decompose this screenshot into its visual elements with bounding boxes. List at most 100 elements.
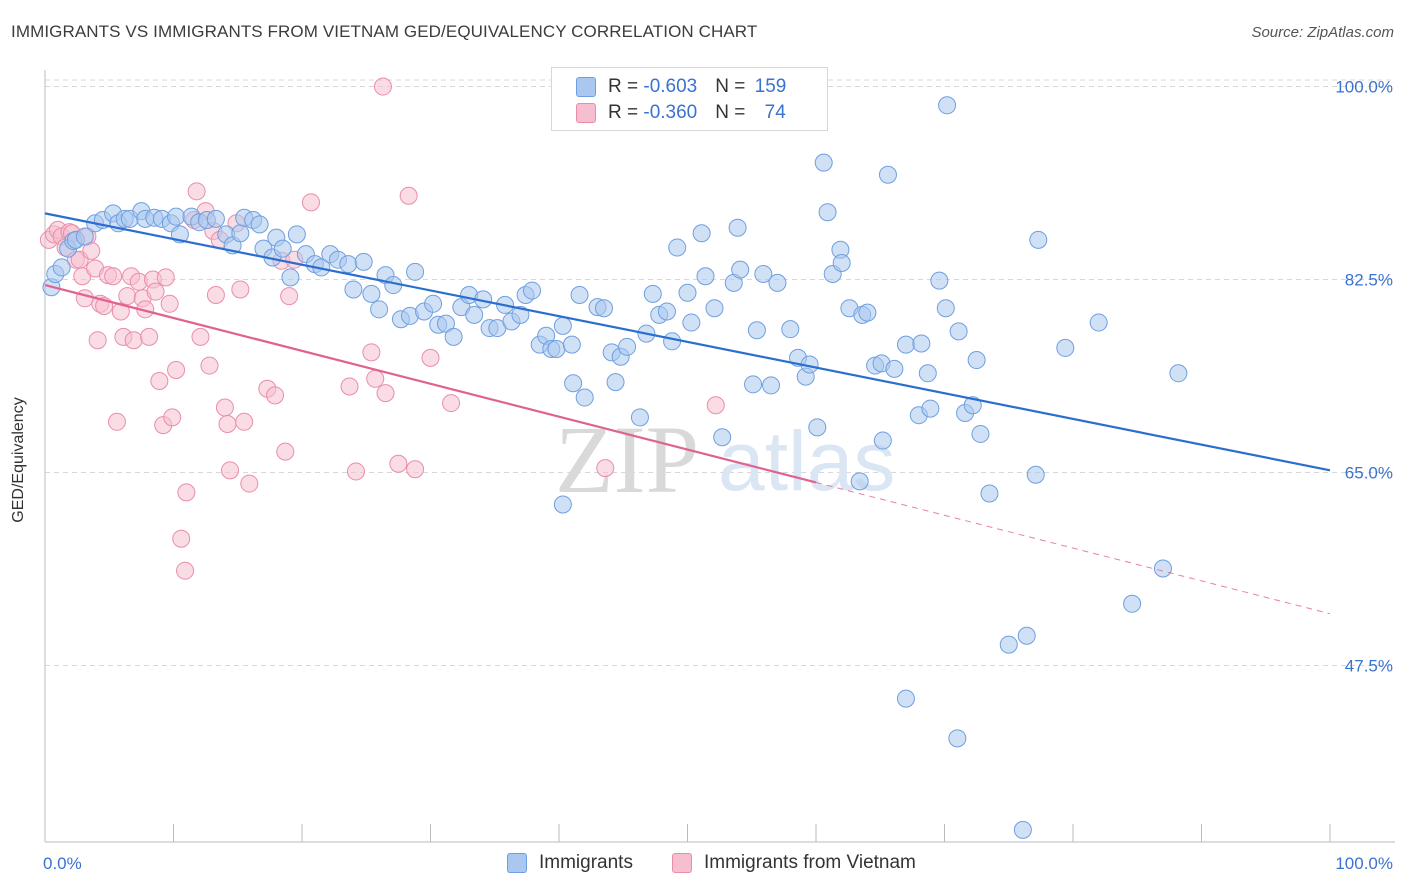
legend-swatch-vietnam bbox=[576, 103, 596, 123]
point-vietnam bbox=[187, 182, 206, 201]
y-tick-label: 100.0% bbox=[1335, 78, 1393, 97]
point-immigrants bbox=[948, 729, 967, 748]
legend-n-label: N = bbox=[715, 102, 751, 123]
point-immigrants bbox=[921, 399, 940, 418]
point-vietnam bbox=[706, 396, 725, 415]
point-immigrants bbox=[963, 396, 982, 415]
point-immigrants bbox=[362, 284, 381, 303]
point-immigrants bbox=[918, 364, 937, 383]
point-immigrants bbox=[523, 281, 542, 300]
point-immigrants bbox=[728, 218, 747, 237]
point-immigrants bbox=[754, 265, 773, 284]
point-immigrants bbox=[705, 299, 724, 318]
point-immigrants bbox=[1089, 313, 1108, 332]
point-vietnam bbox=[107, 412, 126, 431]
y-tick-label: 65.0% bbox=[1345, 464, 1393, 483]
point-vietnam bbox=[266, 386, 285, 405]
point-immigrants bbox=[657, 302, 676, 321]
point-immigrants bbox=[52, 258, 71, 277]
point-vietnam bbox=[346, 462, 365, 481]
point-immigrants bbox=[980, 484, 999, 503]
legend-row-immigrants: R = -0.603 N = 159 bbox=[576, 74, 786, 100]
point-vietnam bbox=[104, 267, 123, 286]
correlation-legend: R = -0.603 N = 159 R = -0.360 N = 74 bbox=[551, 67, 828, 131]
point-immigrants bbox=[999, 635, 1018, 654]
watermark-zip: ZIP bbox=[555, 406, 699, 513]
point-vietnam bbox=[340, 377, 359, 396]
point-immigrants bbox=[768, 273, 787, 292]
point-vietnam bbox=[150, 372, 169, 391]
point-immigrants bbox=[436, 314, 455, 333]
point-vietnam bbox=[118, 287, 137, 306]
trend-line-vietnam-extension bbox=[815, 481, 1331, 615]
point-immigrants bbox=[936, 299, 955, 318]
point-immigrants bbox=[339, 255, 358, 274]
legend-swatch-immigrants bbox=[576, 77, 596, 97]
point-immigrants bbox=[273, 239, 292, 258]
point-immigrants bbox=[818, 203, 837, 222]
legend-label-vietnam: Immigrants from Vietnam bbox=[704, 852, 916, 873]
point-immigrants bbox=[731, 260, 750, 279]
gridlines bbox=[45, 79, 1395, 667]
point-immigrants bbox=[949, 322, 968, 341]
point-immigrants bbox=[575, 388, 594, 407]
legend-item-immigrants[interactable]: Immigrants bbox=[507, 852, 633, 874]
axes bbox=[44, 70, 1395, 843]
legend-n-value: 159 bbox=[754, 76, 787, 97]
point-vietnam bbox=[301, 193, 320, 212]
point-immigrants bbox=[971, 424, 990, 443]
y-tick-label: 47.5% bbox=[1345, 657, 1393, 676]
y-tick-label: 82.5% bbox=[1345, 271, 1393, 290]
point-immigrants bbox=[1026, 465, 1045, 484]
watermark: ZIP atlas bbox=[555, 406, 895, 513]
trend-line-immigrants bbox=[44, 212, 1331, 472]
point-vietnam bbox=[124, 331, 143, 350]
point-immigrants bbox=[465, 305, 484, 324]
point-immigrants bbox=[606, 373, 625, 392]
point-immigrants bbox=[938, 96, 957, 115]
trend-lines bbox=[44, 212, 1331, 615]
legend-r-value: -0.603 bbox=[643, 76, 698, 97]
point-immigrants bbox=[747, 321, 766, 340]
point-immigrants bbox=[1123, 594, 1142, 613]
point-vietnam bbox=[280, 287, 299, 306]
point-vietnam bbox=[276, 442, 295, 461]
legend-r-value: -0.360 bbox=[643, 102, 698, 123]
point-vietnam bbox=[596, 459, 615, 478]
point-vietnam bbox=[240, 474, 259, 493]
point-vietnam bbox=[442, 394, 461, 413]
legend-swatch-immigrants bbox=[507, 853, 527, 873]
point-vietnam bbox=[88, 331, 107, 350]
point-immigrants bbox=[618, 337, 637, 356]
point-immigrants bbox=[692, 224, 711, 243]
point-immigrants bbox=[1153, 559, 1172, 578]
point-vietnam bbox=[399, 186, 418, 205]
point-immigrants bbox=[1169, 364, 1188, 383]
legend-r-label: R = bbox=[608, 102, 644, 123]
point-immigrants bbox=[1017, 626, 1036, 645]
tick-labels: 47.5% 65.0% 82.5% 100.0% 0.0% 100.0% bbox=[43, 78, 1393, 873]
point-vietnam bbox=[215, 398, 234, 417]
point-immigrants bbox=[511, 305, 530, 324]
point-immigrants bbox=[287, 225, 306, 244]
point-immigrants bbox=[873, 431, 892, 450]
y-axis-label: GED/Equivalency bbox=[10, 397, 27, 523]
point-immigrants bbox=[682, 313, 701, 332]
point-vietnam bbox=[221, 461, 240, 480]
point-immigrants bbox=[570, 285, 589, 304]
point-vietnam bbox=[111, 302, 130, 321]
trend-line-vietnam bbox=[44, 283, 817, 484]
legend-item-vietnam[interactable]: Immigrants from Vietnam bbox=[672, 852, 916, 874]
point-immigrants bbox=[896, 689, 915, 708]
point-immigrants bbox=[424, 294, 443, 313]
point-immigrants bbox=[858, 303, 877, 322]
point-vietnam bbox=[206, 285, 225, 304]
point-vietnam bbox=[176, 561, 195, 580]
point-vietnam bbox=[373, 77, 392, 96]
point-immigrants bbox=[967, 351, 986, 370]
point-vietnam bbox=[140, 327, 159, 346]
point-immigrants bbox=[281, 268, 300, 287]
point-immigrants bbox=[564, 374, 583, 393]
point-immigrants bbox=[668, 238, 687, 257]
